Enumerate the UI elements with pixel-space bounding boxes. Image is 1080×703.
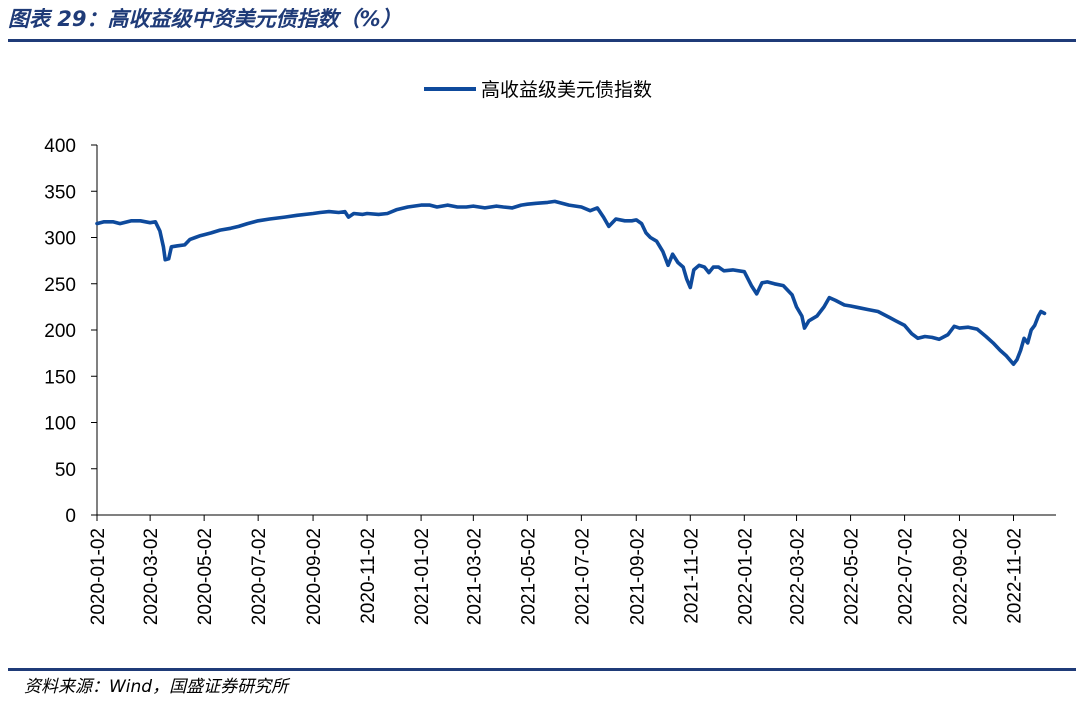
x-tick-label: 2021-05-02 xyxy=(518,528,539,625)
x-tick-label: 2022-09-02 xyxy=(950,528,971,625)
y-tick-label: 250 xyxy=(44,275,76,296)
x-tick-label: 2022-03-02 xyxy=(788,528,809,625)
axes xyxy=(96,145,1056,516)
series-line xyxy=(95,199,1047,366)
y-tick-label: 0 xyxy=(65,506,76,527)
x-tick-label: 2020-01-02 xyxy=(88,528,109,625)
y-tick-label: 50 xyxy=(55,460,76,481)
legend-series-label: 高收益级美元债指数 xyxy=(481,79,652,101)
header-divider xyxy=(8,39,1076,42)
x-axis-ticks: 2020-01-02 2020-03-02 2020-05-02 2020-07-02… xyxy=(88,515,1025,625)
x-tick-label: 2021-09-02 xyxy=(627,528,648,625)
x-tick-label: 2020-11-02 xyxy=(358,528,379,624)
x-tick-label: 2020-09-02 xyxy=(304,528,325,625)
y-axis-ticks: 0 50 100 150 200 250 300 350 400 xyxy=(44,136,97,527)
x-tick-label: 2022-01-02 xyxy=(735,528,756,625)
x-tick-label: 2020-05-02 xyxy=(195,528,216,625)
x-tick-label: 2022-07-02 xyxy=(896,528,917,625)
y-tick-label: 300 xyxy=(44,229,76,250)
footer-divider xyxy=(8,668,1076,671)
x-tick-label: 2022-05-02 xyxy=(842,528,863,625)
x-tick-label: 2021-11-02 xyxy=(681,528,702,624)
x-tick-label: 2021-01-02 xyxy=(412,528,433,625)
y-tick-label: 200 xyxy=(44,321,76,342)
y-tick-label: 100 xyxy=(44,414,76,435)
x-tick-label: 2020-03-02 xyxy=(141,528,162,625)
chart-title: 图表 29：高收益级中资美元债指数（%） xyxy=(8,7,402,31)
source-note: 资料来源：Wind，国盛证券研究所 xyxy=(24,677,289,697)
x-tick-label: 2021-03-02 xyxy=(464,528,485,625)
x-tick-label: 2020-07-02 xyxy=(249,528,270,625)
y-tick-label: 400 xyxy=(44,136,76,157)
x-tick-label: 2021-07-02 xyxy=(572,528,593,625)
legend: 高收益级美元债指数 xyxy=(424,79,652,101)
y-tick-label: 350 xyxy=(44,182,76,203)
y-tick-label: 150 xyxy=(44,367,76,388)
x-tick-label: 2022-11-02 xyxy=(1004,528,1025,624)
